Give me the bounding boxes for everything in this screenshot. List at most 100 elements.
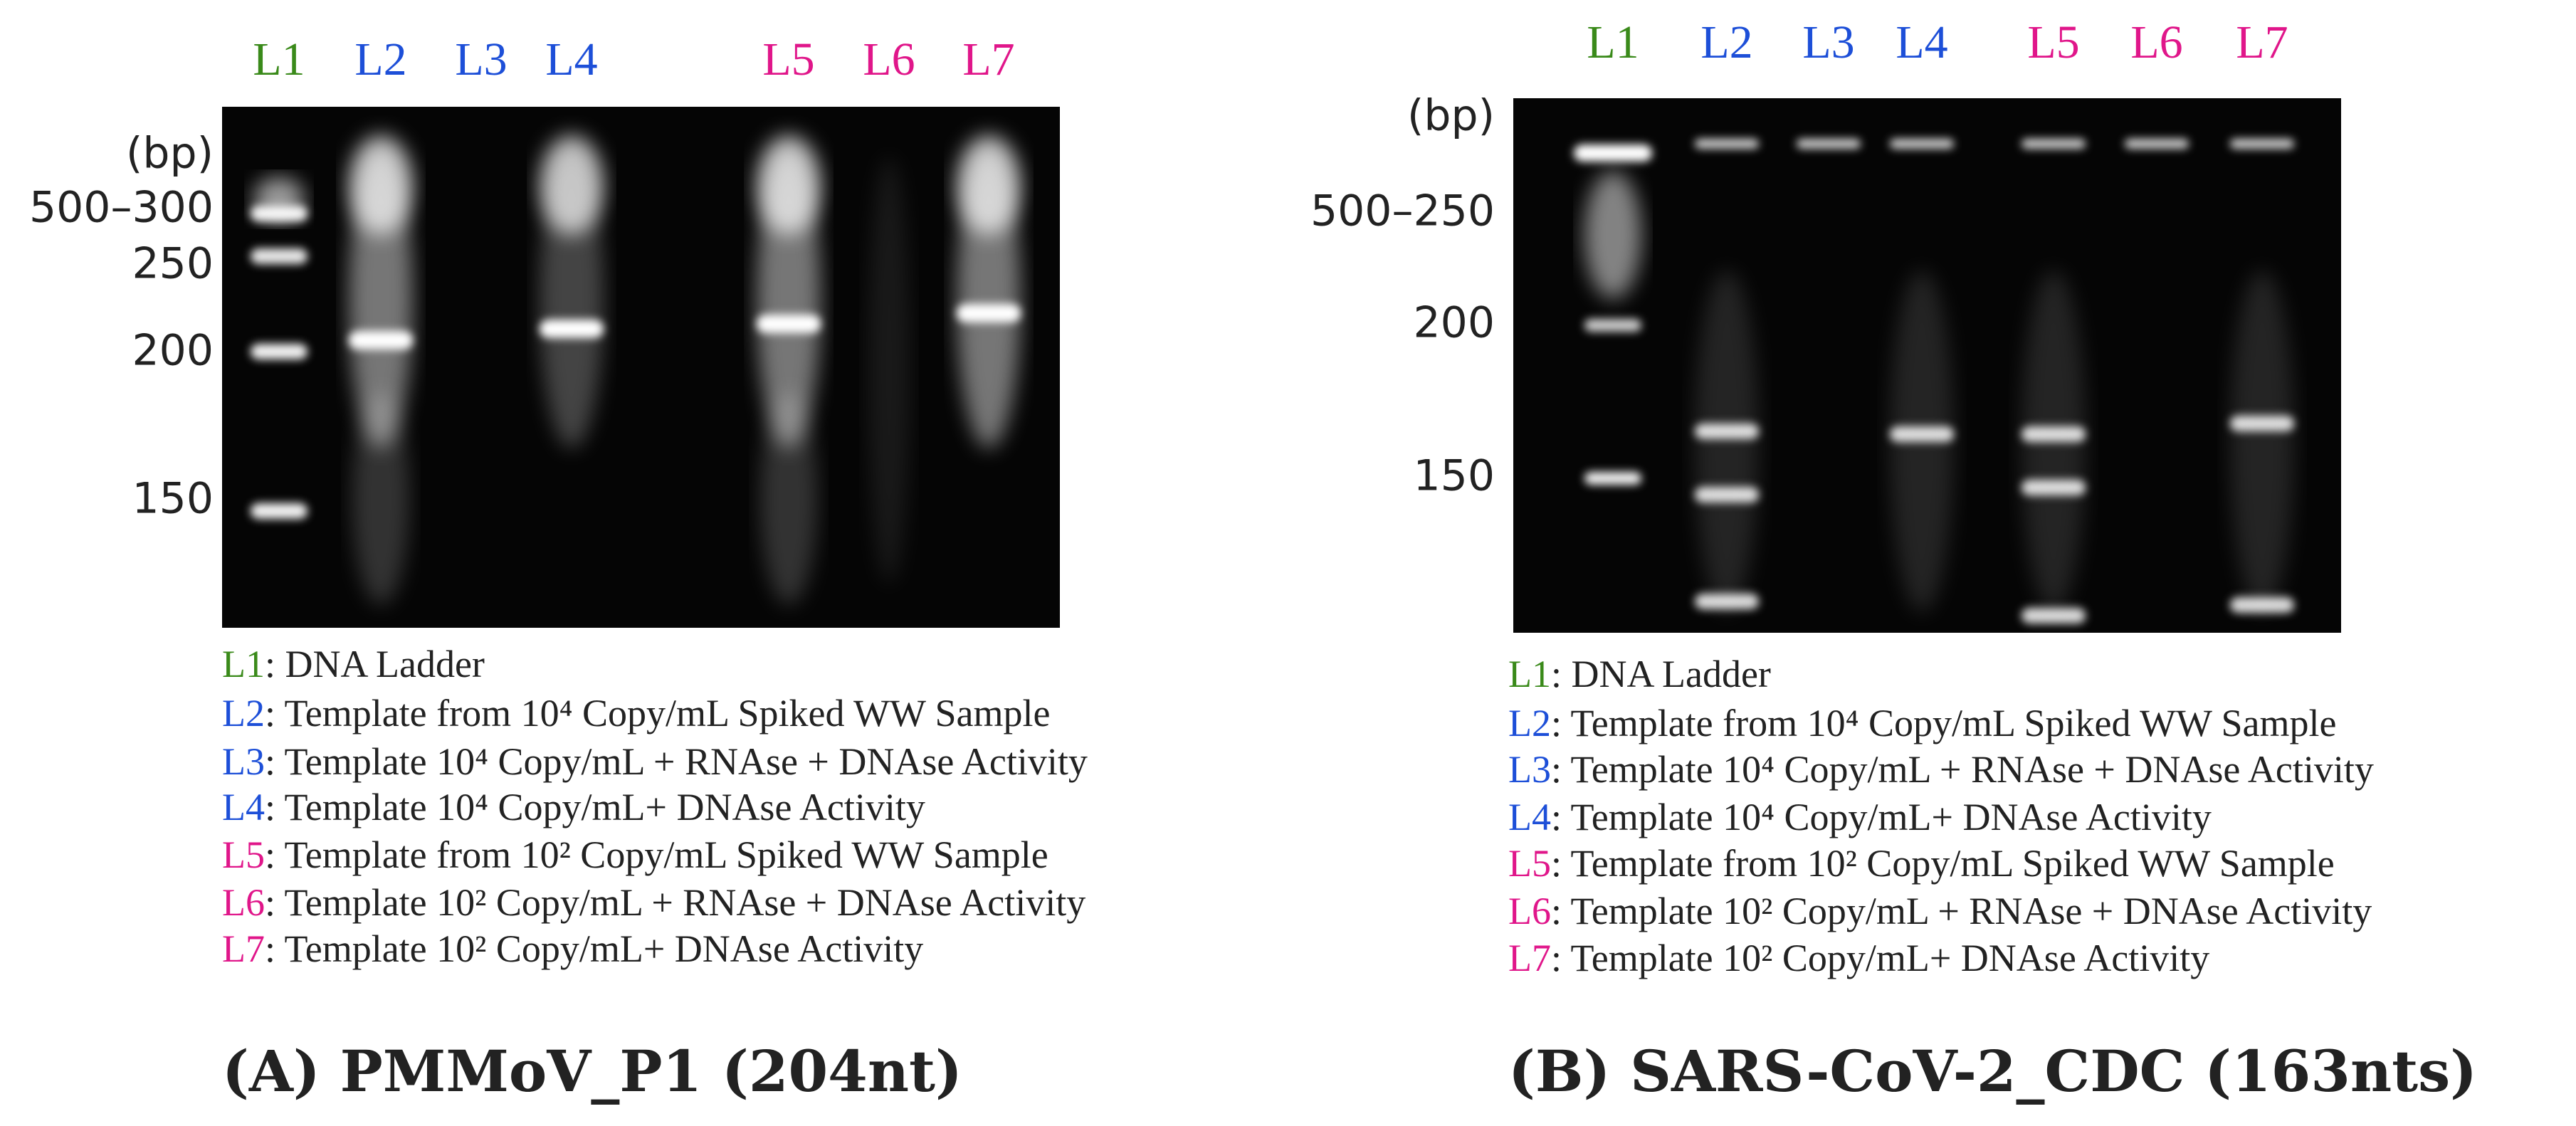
bp-label: 200: [1413, 298, 1495, 348]
legend-item: L2: Template from 10⁴ Copy/mL Spiked WW …: [1508, 702, 2336, 744]
legend-lane: L1: [1508, 653, 1551, 695]
legend-lane: L6: [222, 881, 265, 924]
gel-band: [2022, 270, 2086, 612]
bp-label: 200: [132, 326, 214, 376]
gel-band: [760, 391, 817, 605]
bp-label: 500–250: [1310, 186, 1495, 236]
gel-band: [349, 331, 413, 349]
gel-band: [251, 503, 307, 519]
legend-text: : Template from 10² Copy/mL Spiked WW Sa…: [1551, 842, 2335, 885]
legend-item: L3: Template 10⁴ Copy/mL + RNAse + DNAse…: [1508, 748, 2374, 791]
legend-item: L5: Template from 10² Copy/mL Spiked WW …: [1508, 842, 2335, 885]
panel-caption: (A) PMMoV_P1 (204nt): [222, 1038, 962, 1105]
legend-item: L4: Template 10⁴ Copy/mL+ DNAse Activity: [222, 786, 925, 828]
legend-item: L7: Template 10² Copy/mL+ DNAse Activity: [1508, 937, 2209, 979]
legend-lane: L7: [222, 927, 265, 970]
gel-band: [540, 135, 604, 235]
gel-band: [868, 157, 910, 584]
gel-band: [1584, 171, 1641, 299]
gel-band: [2022, 608, 2086, 623]
gel-band: [1797, 139, 1861, 149]
legend-item: L3: Template 10⁴ Copy/mL + RNAse + DNAse…: [222, 740, 1088, 783]
legend-text: : Template 10⁴ Copy/mL + RNAse + DNAse A…: [1551, 748, 2374, 791]
legend-item: L7: Template 10² Copy/mL+ DNAse Activity: [222, 927, 923, 970]
lane-label: L1: [1587, 16, 1639, 68]
legend-text: : DNA Ladder: [1551, 653, 1771, 695]
gel-band: [251, 344, 307, 359]
gel-band: [1695, 270, 1759, 612]
lane-label: L6: [863, 33, 915, 85]
legend-text: : Template from 10⁴ Copy/mL Spiked WW Sa…: [265, 692, 1050, 735]
lane-label: L4: [1896, 16, 1947, 68]
lane-label: L2: [1700, 16, 1752, 68]
gel-band: [1584, 472, 1641, 485]
gel-band: [352, 391, 409, 605]
lane-label: L5: [762, 33, 814, 85]
lane-label: L7: [962, 33, 1014, 85]
bp-label: 150: [132, 474, 214, 524]
gel-band: [1584, 319, 1641, 332]
gel-band: [2125, 139, 2189, 149]
lane-label: L3: [1802, 16, 1854, 68]
legend-item: L2: Template from 10⁴ Copy/mL Spiked WW …: [222, 692, 1050, 735]
legend-text: : Template from 10² Copy/mL Spiked WW Sa…: [265, 833, 1048, 876]
gel-band: [2230, 139, 2294, 149]
lane-label: L4: [545, 33, 597, 85]
gel-band: [957, 304, 1021, 322]
lane-label: L1: [253, 33, 305, 85]
gel-band: [757, 135, 821, 235]
legend-lane: L2: [222, 692, 265, 735]
gel-band: [254, 178, 304, 221]
legend-lane: L5: [1508, 842, 1551, 885]
bp-label: (bp): [1407, 91, 1495, 141]
legend-item: L6: Template 10² Copy/mL + RNAse + DNAse…: [222, 881, 1085, 924]
legend-text: : Template 10² Copy/mL + RNAse + DNAse A…: [1551, 890, 2372, 932]
legend-text: : Template 10² Copy/mL + RNAse + DNAse A…: [265, 881, 1085, 924]
gel-a: [222, 107, 1060, 628]
legend-item: L1: DNA Ladder: [222, 643, 485, 685]
legend-lane: L5: [222, 833, 265, 876]
legend-lane: L1: [222, 643, 265, 685]
panel-caption: (B) SARS-CoV-2_CDC (163nts): [1508, 1038, 2477, 1105]
legend-item: L5: Template from 10² Copy/mL Spiked WW …: [222, 833, 1048, 876]
bp-label: (bp): [126, 129, 214, 179]
legend-text: : Template 10² Copy/mL+ DNAse Activity: [265, 927, 923, 970]
gel-band: [349, 135, 413, 235]
legend-text: : DNA Ladder: [265, 643, 485, 685]
legend-text: : Template from 10⁴ Copy/mL Spiked WW Sa…: [1551, 702, 2336, 744]
legend-lane: L3: [1508, 748, 1551, 791]
gel-band: [1890, 270, 1954, 612]
legend-item: L4: Template 10⁴ Copy/mL+ DNAse Activity: [1508, 796, 2212, 838]
legend-lane: L3: [222, 740, 265, 783]
bp-label: 250: [132, 239, 214, 289]
lane-label: L2: [354, 33, 406, 85]
gel-band: [1890, 139, 1954, 149]
legend-item: L1: DNA Ladder: [1508, 653, 1771, 695]
gel-band: [957, 135, 1021, 235]
legend-lane: L6: [1508, 890, 1551, 932]
lane-label: L5: [2027, 16, 2079, 68]
bp-label: 150: [1413, 451, 1495, 501]
legend-text: : Template 10⁴ Copy/mL + RNAse + DNAse A…: [265, 740, 1088, 783]
lane-label: L6: [2130, 16, 2182, 68]
legend-lane: L4: [222, 786, 265, 828]
bp-label: 500–300: [29, 183, 214, 233]
legend-lane: L2: [1508, 702, 1551, 744]
gel-band: [757, 315, 821, 333]
gel-band: [2022, 139, 2086, 149]
legend-lane: L7: [1508, 937, 1551, 979]
gel-band: [540, 320, 604, 338]
legend-lane: L4: [1508, 796, 1551, 838]
gel-band: [251, 248, 307, 264]
legend-text: : Template 10⁴ Copy/mL+ DNAse Activity: [1551, 796, 2212, 838]
gel-band: [1695, 139, 1759, 149]
gel-band: [2230, 270, 2294, 612]
gel-band: [1574, 144, 1652, 162]
legend-item: L6: Template 10² Copy/mL + RNAse + DNAse…: [1508, 890, 2372, 932]
lane-label: L7: [2236, 16, 2288, 68]
legend-text: : Template 10² Copy/mL+ DNAse Activity: [1551, 937, 2209, 979]
legend-text: : Template 10⁴ Copy/mL+ DNAse Activity: [265, 786, 925, 828]
lane-label: L3: [455, 33, 507, 85]
